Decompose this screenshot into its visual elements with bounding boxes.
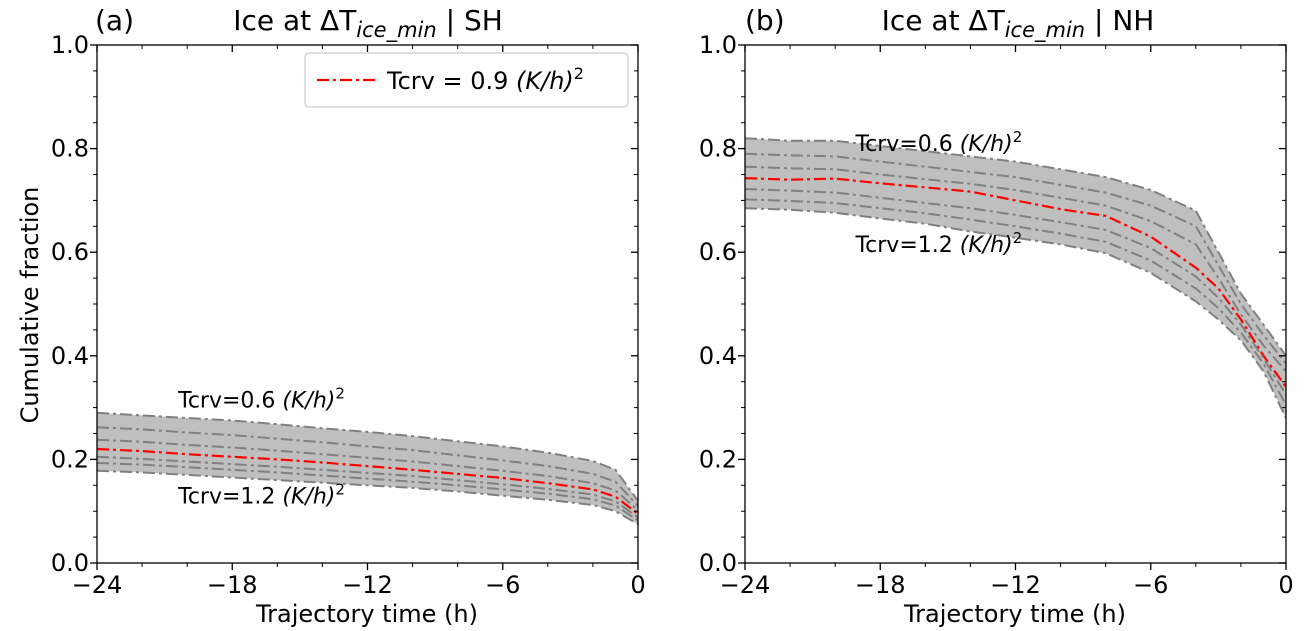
- chart-title: Ice at ΔTice_min | NH: [882, 4, 1155, 43]
- panel-label: (a): [95, 4, 134, 37]
- annotation: Tcrv=1.2 (K/h)2: [177, 480, 345, 509]
- x-tick-label: −24: [72, 571, 123, 599]
- y-tick-label: 0.2: [699, 445, 737, 473]
- y-tick-label: 0.8: [51, 135, 89, 163]
- panel-a: (a) Ice at ΔTice_min | SH Trajectory tim…: [16, 4, 646, 628]
- series-line-7: [744, 207, 1287, 419]
- series-line-2: [96, 426, 639, 507]
- series-line-2: [744, 152, 1287, 365]
- y-tick-label: 0.0: [51, 549, 89, 577]
- annotation: Tcrv=1.2 (K/h)2: [854, 229, 1022, 258]
- x-tick-label: −24: [720, 571, 771, 599]
- panel-label: (b): [745, 4, 785, 37]
- y-tick-label: 1.0: [699, 31, 737, 59]
- legend-label: Tcrv = 0.9 (K/h)2: [386, 64, 584, 95]
- x-axis-label: Trajectory time (h): [903, 600, 1126, 628]
- series-line-1: [744, 137, 1287, 357]
- series-line-6: [96, 462, 639, 522]
- x-tick-label: −6: [1133, 571, 1168, 599]
- x-tick-label: −18: [207, 571, 258, 599]
- series-line-3: [744, 165, 1287, 372]
- y-tick-label: 0.4: [699, 342, 737, 370]
- y-tick-label: 0.6: [699, 238, 737, 266]
- legend-box: [304, 52, 629, 108]
- x-tick-label: 0: [1278, 571, 1293, 599]
- y-tick-label: 0.4: [51, 342, 89, 370]
- x-tick-label: −12: [990, 571, 1041, 599]
- y-tick-label: 0.8: [699, 135, 737, 163]
- y-tick-label: 0.6: [51, 238, 89, 266]
- y-tick-label: 1.0: [51, 31, 89, 59]
- series-line-5: [96, 455, 639, 519]
- y-tick-label: 0.2: [51, 445, 89, 473]
- x-tick-label: −6: [485, 571, 520, 599]
- y-tick-label: 0.0: [699, 549, 737, 577]
- x-tick-label: −18: [855, 571, 906, 599]
- x-axis-label: Trajectory time (h): [255, 600, 478, 628]
- annotation: Tcrv=0.6 (K/h)2: [177, 385, 345, 414]
- x-tick-label: −12: [342, 571, 393, 599]
- series-line-6: [744, 198, 1287, 406]
- chart-title: Ice at ΔTice_min | SH: [233, 4, 503, 43]
- annotation: Tcrv=0.6 (K/h)2: [854, 128, 1022, 157]
- uncertainty-band: [745, 138, 1286, 418]
- series-line-5: [744, 188, 1287, 396]
- series-line-highlight: [744, 177, 1287, 388]
- panel-b: (b) Ice at ΔTice_min | NH Trajectory tim…: [699, 4, 1294, 628]
- legend: Tcrv = 0.9 (K/h)2: [304, 52, 629, 108]
- series-line-highlight: [96, 447, 639, 515]
- x-tick-label: 0: [630, 571, 645, 599]
- y-axis-label: Cumulative fraction: [16, 187, 44, 424]
- series-line-3: [96, 438, 639, 511]
- series-line-1: [96, 411, 639, 502]
- series-line-7: [96, 469, 639, 525]
- uncertainty-band: [97, 412, 638, 525]
